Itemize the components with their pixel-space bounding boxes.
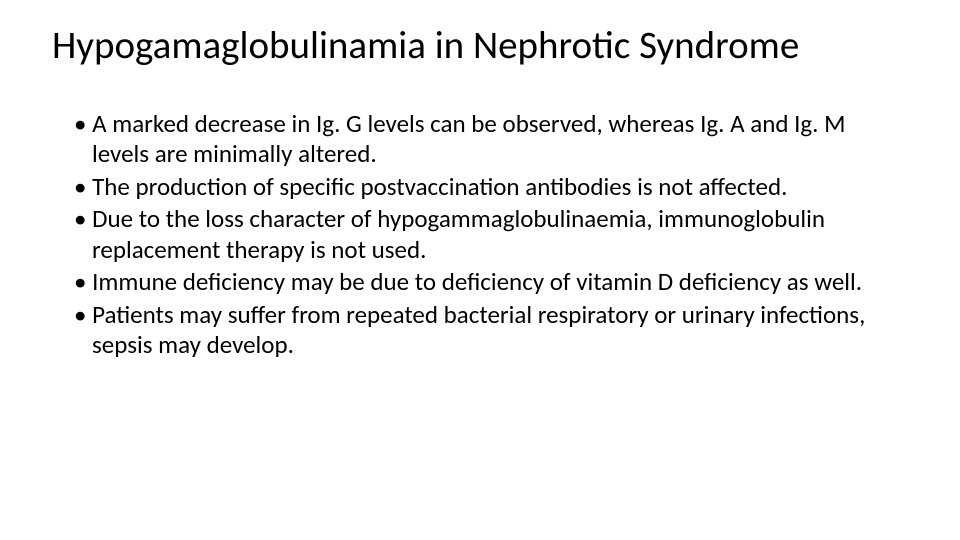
slide: Hypogamaglobulinamia in Nephrotic Syndro… [0, 0, 960, 540]
list-item: Due to the loss character of hypogammagl… [92, 204, 900, 265]
bullet-list: A marked decrease in Ig. G levels can be… [52, 109, 908, 361]
list-item: Patients may suffer from repeated bacter… [92, 300, 900, 361]
slide-title: Hypogamaglobulinamia in Nephrotic Syndro… [52, 24, 908, 69]
list-item: Immune deficiency may be due to deficien… [92, 267, 900, 298]
list-item: The production of specific postvaccinati… [92, 172, 900, 203]
list-item: A marked decrease in Ig. G levels can be… [92, 109, 900, 170]
